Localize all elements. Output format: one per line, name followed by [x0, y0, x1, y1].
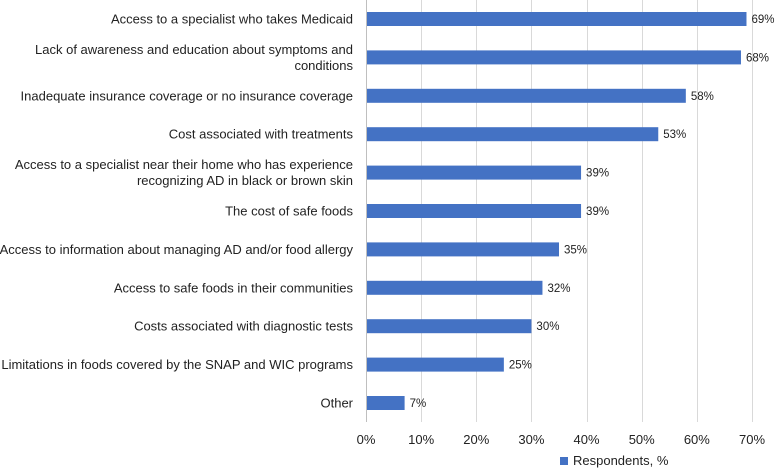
bar [367, 319, 532, 334]
data-label: 35% [564, 244, 587, 256]
category-label: Inadequate insurance coverage or no insu… [21, 88, 353, 103]
category-label: Other [320, 396, 353, 411]
category-label: Costs associated with diagnostic tests [134, 319, 353, 334]
legend-swatch [560, 456, 568, 465]
bar [367, 242, 559, 257]
chart-legend: Respondents, % [560, 453, 668, 468]
data-label: 39% [586, 168, 609, 180]
data-label: 39% [586, 206, 609, 218]
x-tick-label: 50% [629, 432, 655, 447]
data-label: 58% [691, 91, 714, 103]
bar [367, 396, 405, 410]
data-label: 7% [410, 398, 427, 410]
x-tick-label: 60% [684, 432, 710, 447]
data-label: 25% [509, 360, 532, 372]
category-label: Lack of awareness and education about sy… [35, 42, 353, 73]
x-tick-label: 70% [739, 432, 765, 447]
x-tick-label: 30% [518, 432, 544, 447]
data-label: 30% [536, 321, 559, 333]
bar [367, 50, 741, 65]
data-label: 69% [751, 14, 774, 26]
category-label: Limitations in foods covered by the SNAP… [1, 357, 353, 372]
category-label: Access to a specialist who takes Medicai… [111, 12, 353, 27]
category-label: Access to safe foods in their communitie… [114, 280, 354, 295]
bar [367, 165, 582, 180]
x-tick-label: 40% [574, 432, 600, 447]
x-tick-label: 10% [408, 432, 434, 447]
category-label: Access to a specialist near their home w… [15, 157, 353, 188]
data-label: 68% [746, 52, 769, 64]
category-label: Cost associated with treatments [169, 127, 354, 142]
bar [367, 204, 582, 218]
bar [367, 280, 543, 295]
bar [367, 127, 659, 142]
x-tick-label: 0% [357, 432, 376, 447]
x-tick-label: 20% [463, 432, 489, 447]
category-label: The cost of safe foods [225, 204, 353, 219]
data-label: 53% [663, 129, 686, 141]
data-label: 32% [547, 283, 570, 295]
category-label: Access to information about managing AD … [0, 242, 353, 257]
bar [367, 12, 747, 26]
legend-label: Respondents, % [573, 453, 669, 468]
bar [367, 357, 504, 372]
bar [367, 88, 686, 103]
